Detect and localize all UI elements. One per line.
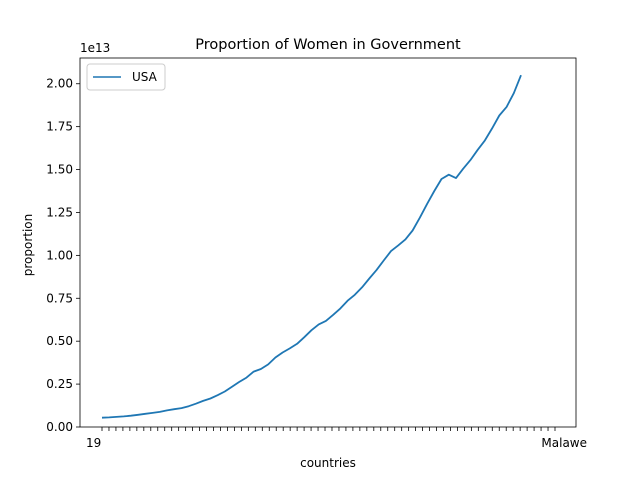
x-tick-label: Malawe [541,436,587,450]
y-tick-label: 1.25 [46,205,73,219]
x-axis-title: countries [300,456,356,470]
chart-title: Proportion of Women in Government [195,37,461,53]
legend: USA [86,63,166,91]
x-tick-label: 19 [86,436,101,450]
y-tick-label: 1.00 [46,248,73,262]
legend-label-usa: USA [132,70,158,84]
y-tick-label: 0.50 [46,334,73,348]
series-line-usa [101,74,522,419]
plot-area: 0.00 0.25 0.50 0.75 1.00 1.25 1.50 1.75 2.00 19 Ma… [46,57,587,450]
y-tick-label: 1.50 [46,163,73,177]
axes-frame [79,57,577,428]
legend-frame [86,63,166,91]
y-tick-label: 1.75 [46,120,73,134]
y-tick-label: 0.75 [46,291,73,305]
y-offset-label: 1e13 [80,41,110,55]
y-tick-label: 2.00 [46,77,73,91]
y-tick-label: 0.00 [46,420,73,434]
y-axis-title: proportion [21,214,35,277]
y-tick-label: 0.25 [46,377,73,391]
